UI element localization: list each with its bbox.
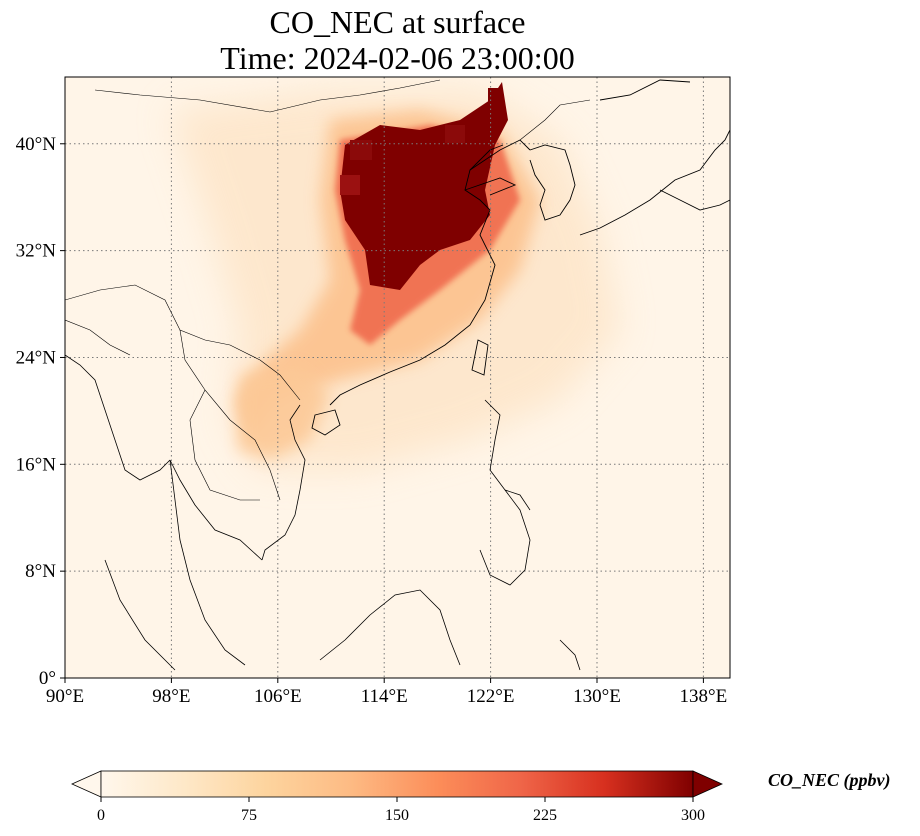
coastlines-borders — [65, 79, 730, 671]
lat-tick-label: 0° — [39, 668, 56, 689]
colorbar-tick-label: 300 — [681, 807, 705, 824]
lon-tick-label: 90°E — [46, 686, 84, 707]
concentration-field — [170, 82, 620, 470]
lat-tick-label: 32°N — [16, 241, 57, 262]
lon-tick-label: 138°E — [680, 686, 728, 707]
longitude-axis: 90°E 98°E 106°E 114°E 122°E 130°E 138°E — [46, 678, 727, 707]
lon-tick-label: 122°E — [467, 686, 515, 707]
map-frame — [64, 76, 731, 679]
lon-tick-label: 106°E — [254, 686, 302, 707]
lat-tick-label: 24°N — [16, 347, 57, 368]
lon-tick-label: 98°E — [152, 686, 190, 707]
lat-tick-label: 8°N — [25, 561, 56, 582]
colorbar-title: CO_NEC (ppbv) — [768, 770, 891, 790]
map-subtitle-time: Time: 2024-02-06 23:00:00 — [220, 40, 575, 76]
lon-tick-label: 130°E — [573, 686, 621, 707]
map-title: CO_NEC at surface — [269, 4, 526, 40]
colorbar-bar — [100, 770, 694, 798]
colorbar-extend-max — [692, 770, 723, 798]
colorbar-tick-label: 0 — [97, 807, 105, 824]
colorbar-tick-label: 150 — [385, 807, 409, 824]
lon-tick-label: 114°E — [361, 686, 408, 707]
colorbar-tick-label: 75 — [241, 807, 257, 824]
gridlines — [65, 77, 730, 678]
colorbar-extend-min — [71, 770, 102, 798]
lat-tick-label: 40°N — [16, 134, 57, 155]
colorbar: 0 75 150 225 300 — [71, 770, 723, 824]
colorbar-tick-label: 225 — [533, 807, 557, 824]
lat-tick-label: 16°N — [16, 454, 57, 475]
latitude-axis: 0° 8°N 16°N 24°N 32°N 40°N — [16, 134, 65, 689]
